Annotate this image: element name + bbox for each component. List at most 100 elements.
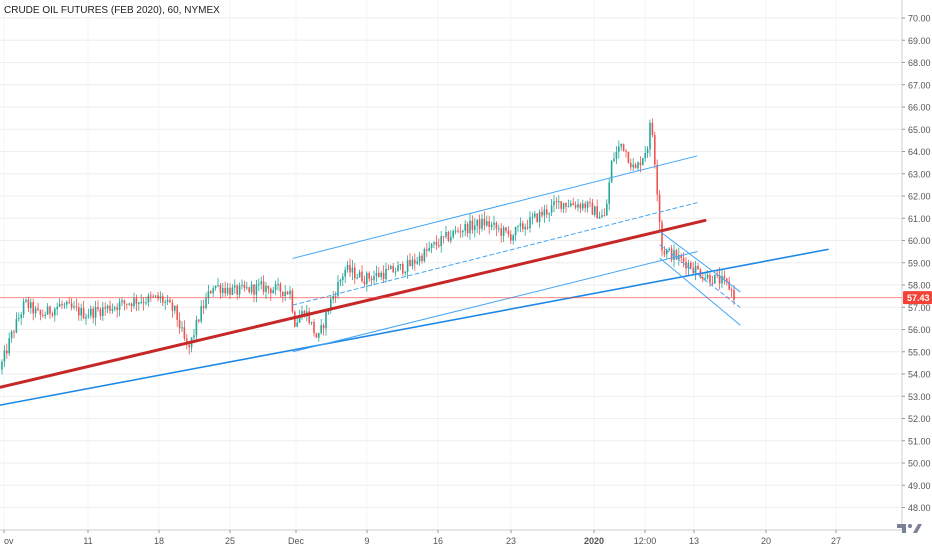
candle-body [106,305,109,309]
candle-body [728,281,730,290]
blue-trendline [0,248,829,406]
candle-body [162,296,164,303]
candle-body [205,298,207,309]
candle-body [632,164,634,168]
x-tick-label: 11 [83,536,92,546]
candle-body [94,307,97,318]
candle-body [416,261,418,264]
candle-body [392,265,394,273]
candle-body [1,361,3,370]
candle-body [594,206,596,215]
candle-body [555,201,558,203]
y-tick-label: 61.00 [908,214,931,224]
candle-body [414,259,416,264]
candle-body [534,213,536,217]
candle-body [682,257,685,262]
red-trendline [0,218,707,389]
candle-body [111,308,114,311]
y-tick-label: 70.00 [908,14,931,24]
candle-body [10,331,13,339]
candle-body [586,201,589,208]
candle-body [174,305,176,311]
x-tick-label: 18 [154,536,164,546]
candle-body [654,134,656,165]
candle-body [32,302,34,314]
candle-body [718,274,721,284]
candle-body [546,209,548,215]
flag-mid-dashed [659,244,741,308]
candle-body [606,203,608,216]
candle-body [678,254,680,260]
candle-body [656,164,658,195]
y-tick-label: 54.00 [908,370,931,380]
candle-body [390,265,392,270]
candle-body [279,283,282,292]
last-price-badge [903,291,932,305]
candle-body [514,226,517,236]
candle-body [154,295,157,297]
candle-body [716,274,718,276]
candle-body [109,305,111,311]
last-price-label: 57.43 [907,293,930,303]
candle-body [260,281,262,285]
y-tick-label: 53.00 [908,392,931,402]
candle-body [481,218,483,229]
candle-body [380,272,382,277]
candle-body [97,307,99,310]
candle-body [78,307,80,316]
candle-body [478,219,481,229]
candle-body [483,218,486,226]
candle-body [457,230,459,232]
candle-body [558,201,560,203]
x-tick-label: ov [4,536,14,546]
candle-body [70,303,73,308]
candle-body [553,201,555,206]
candle-body [356,277,358,279]
candle-body [258,284,260,286]
candle-body [406,259,409,272]
candle-body [510,234,512,241]
x-tick-label: 23 [506,536,516,546]
candle-body [370,278,373,281]
candle-body [274,284,277,291]
candle-body [178,319,181,329]
candle-body [704,278,706,280]
candle-body [34,308,37,314]
candle-body [234,285,236,288]
candle-body [27,299,30,309]
candle-body [349,264,351,273]
candle-body [87,315,90,317]
candle-body [644,153,646,159]
candle-body [133,298,135,307]
candle-body [262,281,265,292]
candle-body [447,232,450,241]
candle-body [538,211,541,222]
candle-body [666,249,668,255]
y-tick-label: 68.00 [908,58,931,68]
candle-body [673,250,675,260]
candle-body [690,263,692,269]
candle-body [25,299,27,302]
candle-body [637,162,639,169]
x-tick-label: 16 [433,536,443,546]
candle-body [42,314,44,316]
candle-body [548,212,550,215]
candle-body [646,149,649,154]
candle-body [303,310,306,317]
candle-body [723,276,726,279]
candle-body [286,291,289,295]
candle-body [51,313,54,316]
candle-body [238,285,241,295]
candle-body [378,272,380,277]
candle-body [18,318,20,320]
candle-body [651,122,654,135]
candle-body [289,290,291,295]
candle-body [147,295,150,303]
candle-body [212,288,214,294]
candle-body [658,194,661,223]
y-tick-label: 64.00 [908,147,931,157]
candle-body [375,272,378,277]
y-tick-label: 57.00 [908,303,931,313]
